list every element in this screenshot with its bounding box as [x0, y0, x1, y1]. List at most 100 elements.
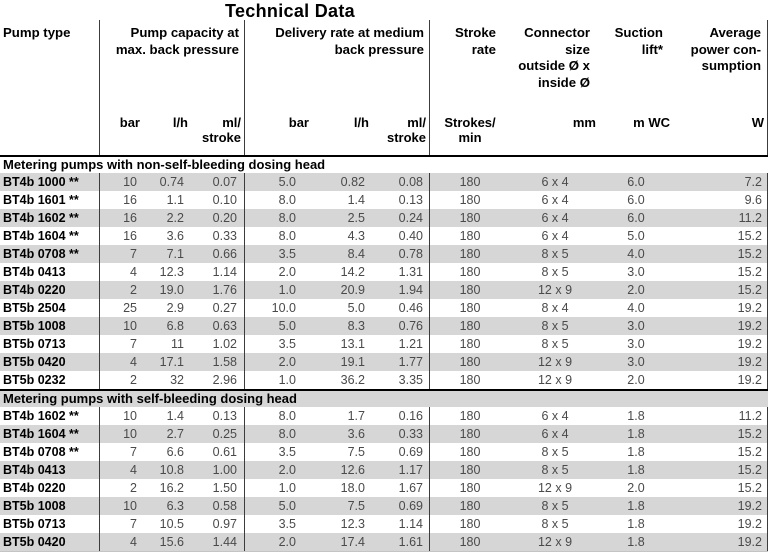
delivery-lh-cell: 3.6 — [347, 427, 365, 441]
delivery-lh-cell: 19.1 — [340, 355, 365, 369]
pump-type-cell: BT4b 1604 ** — [0, 425, 100, 443]
stroke-rate-cell: 180 — [459, 499, 481, 513]
delivery-bar-cell: 1.0 — [278, 283, 296, 297]
capacity-ml-stroke-cell: 0.58 — [190, 497, 245, 515]
power-consumption-cell: 9.6 — [672, 191, 768, 209]
capacity-bar-cell: 2 — [130, 481, 137, 495]
table-body: Metering pumps with non-self-bleeding do… — [0, 155, 768, 551]
delivery-ml-stroke-cell: 0.08 — [371, 173, 430, 191]
delivery-bar-cell: 2.0 — [278, 355, 296, 369]
capacity-ml-stroke-cell: 1.50 — [190, 479, 245, 497]
capacity-lh-cell: 10.8 — [159, 463, 184, 477]
capacity-bar-cell: 16 — [123, 193, 137, 207]
delivery-lh-cell: 18.0 — [340, 481, 365, 495]
capacity-ml-stroke-cell: 1.76 — [190, 281, 245, 299]
unit-mm: mm — [572, 115, 596, 130]
delivery-bar-cell: 3.5 — [278, 247, 296, 261]
table-row: BT4b 1602 ** 16 2.2 0.20 8.0 2.5 0.24 180 6 x 4 6… — [0, 209, 768, 227]
pump-type-cell: BT5b 0420 — [0, 353, 100, 371]
suction-lift-cell: 3.0 — [627, 265, 645, 279]
pump-type-cell: BT5b 0713 — [0, 335, 100, 353]
capacity-ml-stroke-cell: 0.63 — [190, 317, 245, 335]
connector-size-cell: 6 x 4 — [541, 193, 569, 207]
stroke-rate-cell: 180 — [459, 283, 481, 297]
capacity-bar-cell: 4 — [130, 535, 137, 549]
delivery-ml-stroke-cell: 3.35 — [371, 371, 430, 389]
column-header-delivery-rate: Delivery rate at medium back pressure — [245, 20, 430, 113]
table-row: BT4b 0220 2 19.0 1.76 1.0 20.9 1.94 180 12 x 9 2.… — [0, 281, 768, 299]
pump-type-cell: BT4b 1000 ** — [0, 173, 100, 191]
pump-type-cell: BT5b 0232 — [0, 371, 100, 389]
suction-lift-cell: 4.0 — [627, 301, 645, 315]
power-consumption-cell: 15.2 — [672, 263, 768, 281]
stroke-rate-cell: 180 — [459, 193, 481, 207]
unit-ml-stroke-1: ml/ stroke — [190, 113, 245, 155]
power-consumption-cell: 7.2 — [672, 173, 768, 191]
column-header-pump-capacity: Pump capacity at max. back pressure — [100, 20, 245, 113]
pump-type-cell: BT5b 0713 — [0, 515, 100, 533]
unit-strokes-min: Strokes/ min — [444, 115, 496, 145]
delivery-ml-stroke-cell: 1.61 — [371, 533, 430, 551]
delivery-bar-cell: 8.0 — [278, 211, 296, 225]
power-consumption-cell: 11.2 — [672, 407, 768, 425]
table-row: BT5b 1008 10 6.3 0.58 5.0 7.5 0.69 180 8 x 5 1.8 1… — [0, 497, 768, 515]
delivery-ml-stroke-cell: 0.69 — [371, 497, 430, 515]
power-consumption-cell: 11.2 — [672, 209, 768, 227]
capacity-bar-cell: 7 — [130, 337, 137, 351]
capacity-ml-stroke-cell: 0.13 — [190, 407, 245, 425]
stroke-rate-cell: 180 — [459, 229, 481, 243]
table-row: BT5b 0713 7 11 1.02 3.5 13.1 1.21 180 8 x 5 3.0 19… — [0, 335, 768, 353]
connector-size-cell: 6 x 4 — [541, 175, 569, 189]
capacity-ml-stroke-cell: 0.66 — [190, 245, 245, 263]
capacity-lh-cell: 19.0 — [159, 283, 184, 297]
delivery-bar-cell: 8.0 — [278, 427, 296, 441]
connector-size-cell: 12 x 9 — [537, 481, 573, 495]
capacity-bar-cell: 2 — [130, 373, 137, 387]
stroke-rate-cell: 180 — [459, 445, 481, 459]
connector-size-cell: 8 x 5 — [541, 265, 569, 279]
capacity-lh-cell: 12.3 — [159, 265, 184, 279]
delivery-lh-cell: 36.2 — [340, 373, 365, 387]
capacity-lh-cell: 2.2 — [166, 211, 184, 225]
delivery-lh-cell: 0.82 — [340, 175, 365, 189]
delivery-ml-stroke-cell: 1.31 — [371, 263, 430, 281]
suction-lift-cell: 1.8 — [627, 517, 645, 531]
stroke-rate-cell: 180 — [459, 247, 481, 261]
stroke-rate-cell: 180 — [459, 337, 481, 351]
stroke-rate-cell: 180 — [459, 481, 481, 495]
delivery-ml-stroke-cell: 0.16 — [371, 407, 430, 425]
connector-size-cell: 12 x 9 — [537, 535, 573, 549]
table-row: BT4b 0220 2 16.2 1.50 1.0 18.0 1.67 180 12 x 9 2.… — [0, 479, 768, 497]
pump-type-cell: BT5b 0420 — [0, 533, 100, 551]
suction-lift-cell: 2.0 — [627, 283, 645, 297]
table-row: BT4b 1602 ** 10 1.4 0.13 8.0 1.7 0.16 180 6 x 4 1… — [0, 407, 768, 425]
pump-type-cell: BT4b 1602 ** — [0, 209, 100, 227]
table-row: BT4b 0413 4 12.3 1.14 2.0 14.2 1.31 180 8 x 5 3.0… — [0, 263, 768, 281]
suction-lift-cell: 3.0 — [627, 319, 645, 333]
capacity-ml-stroke-cell: 1.02 — [190, 335, 245, 353]
delivery-lh-cell: 17.4 — [340, 535, 365, 549]
column-header-power-consumption: Average power con- sumption — [672, 20, 768, 113]
pump-type-cell: BT5b 2504 — [0, 299, 100, 317]
delivery-ml-stroke-cell: 0.24 — [371, 209, 430, 227]
stroke-rate-cell: 180 — [459, 373, 481, 387]
power-consumption-cell: 15.2 — [672, 281, 768, 299]
capacity-ml-stroke-cell: 0.61 — [190, 443, 245, 461]
connector-size-cell: 8 x 5 — [541, 445, 569, 459]
connector-size-cell: 8 x 5 — [541, 337, 569, 351]
column-header-pump-type: Pump type — [0, 20, 100, 113]
capacity-lh-cell: 7.1 — [166, 247, 184, 261]
capacity-lh-cell: 17.1 — [159, 355, 184, 369]
delivery-lh-cell: 1.4 — [347, 193, 365, 207]
table-row: BT4b 1604 ** 10 2.7 0.25 8.0 3.6 0.33 180 6 x 4 1… — [0, 425, 768, 443]
suction-lift-cell: 4.0 — [627, 247, 645, 261]
delivery-bar-cell: 1.0 — [278, 481, 296, 495]
delivery-ml-stroke-cell: 0.76 — [371, 317, 430, 335]
column-header-suction-lift: Suction lift* — [614, 25, 663, 57]
stroke-rate-cell: 180 — [459, 211, 481, 225]
units-spacer — [0, 113, 100, 155]
delivery-ml-stroke-cell: 0.33 — [371, 425, 430, 443]
connector-size-cell: 8 x 5 — [541, 499, 569, 513]
pump-type-cell: BT4b 1601 ** — [0, 191, 100, 209]
power-consumption-cell: 15.2 — [672, 443, 768, 461]
